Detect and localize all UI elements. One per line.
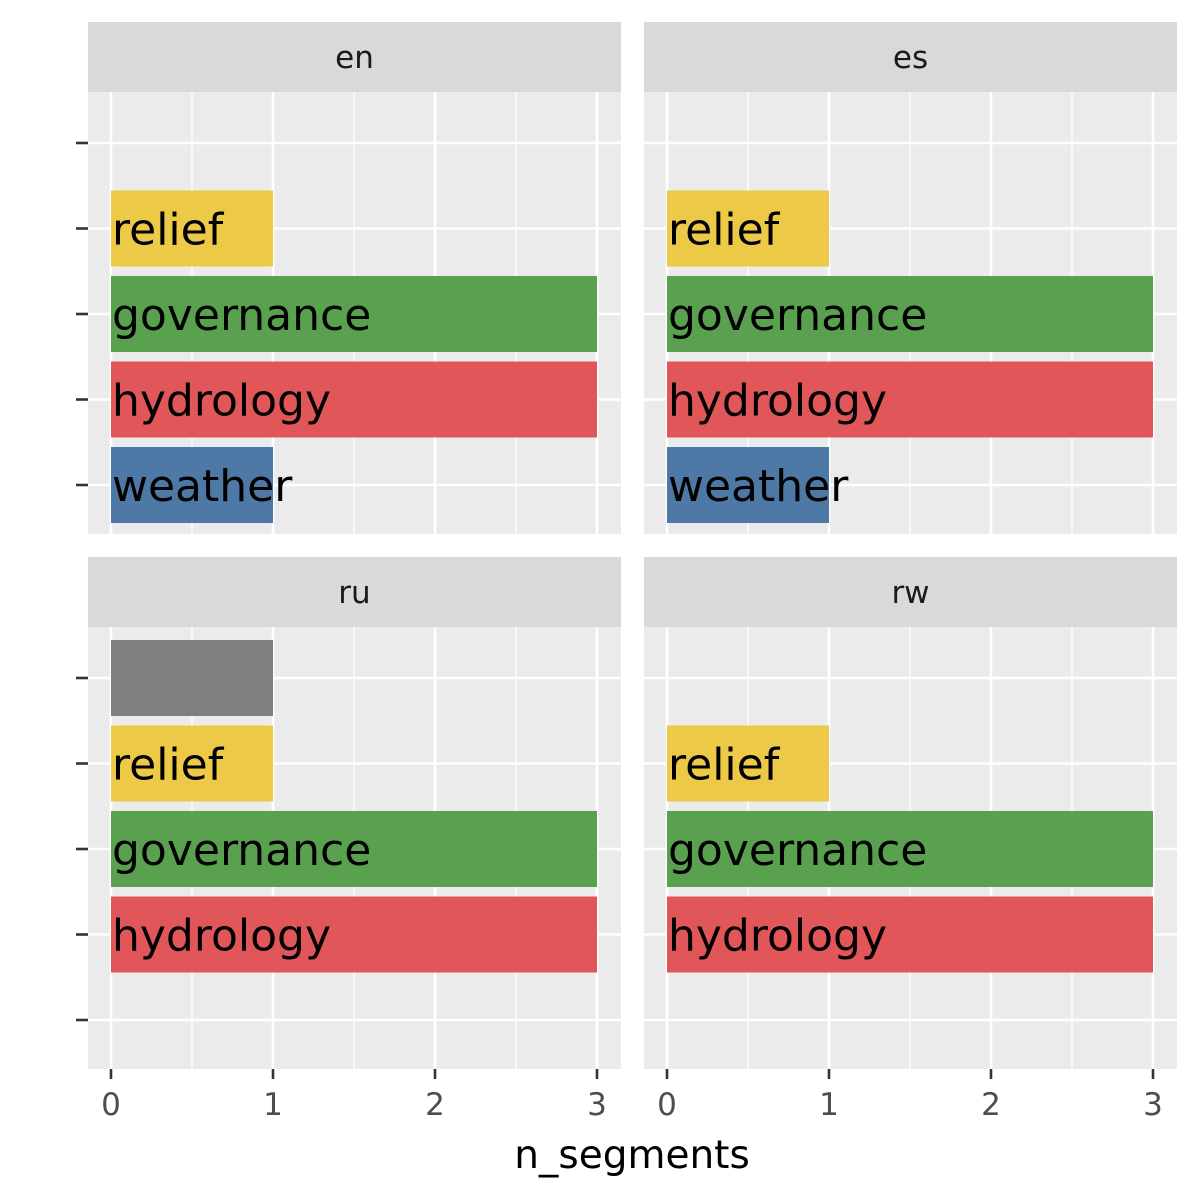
bar-governance [111, 811, 597, 887]
facet-strip [88, 22, 621, 92]
x-tick-label: 2 [425, 1087, 445, 1123]
bar-governance [667, 811, 1153, 887]
bar-label: governance [112, 825, 371, 876]
facet-rw: rw relief governance hydrology 0 1 2 3 [644, 557, 1177, 1123]
x-tick-label: 2 [981, 1087, 1001, 1123]
x-axis-title: n_segments [514, 1133, 750, 1178]
bar-label: hydrology [112, 911, 331, 962]
bar-hydrology [111, 361, 597, 438]
bar-label: hydrology [668, 376, 887, 427]
bar-relief [667, 190, 829, 267]
facet-strip [644, 557, 1177, 627]
facet-ru: ru relief governance hydrology 0 1 2 3 [76, 557, 621, 1123]
bar-weather [667, 447, 829, 523]
bar-governance [111, 276, 597, 352]
bar-hydrology [667, 896, 1153, 973]
bar-label: relief [112, 205, 225, 256]
facet-strip-label: ru [338, 575, 370, 611]
bar-label: relief [112, 740, 225, 791]
x-tick-label: 1 [263, 1087, 283, 1123]
facet-strip-label: en [335, 40, 374, 76]
bar-unlabeled [111, 640, 273, 716]
bar-relief [667, 725, 829, 802]
x-tick-label: 0 [657, 1087, 677, 1123]
x-tick-label: 0 [101, 1087, 121, 1123]
facet-strip-label: es [893, 40, 928, 76]
bar-label: hydrology [668, 911, 887, 962]
bar-label: governance [668, 825, 927, 876]
facet-panels: en relief governance hydrology weather es reli… [76, 22, 1177, 1123]
bar-label: governance [112, 290, 371, 341]
bar-hydrology [667, 361, 1153, 438]
facet-strip [644, 22, 1177, 92]
bar-label: governance [668, 290, 927, 341]
bar-label: hydrology [112, 376, 331, 427]
facet-en: en relief governance hydrology weather [76, 22, 621, 534]
facet-strip [88, 557, 621, 627]
x-tick-label: 3 [1143, 1087, 1163, 1123]
facet-es: es relief governance hydrology weather [644, 22, 1177, 534]
bar-label: relief [668, 205, 781, 256]
bar-governance [667, 276, 1153, 352]
bar-label: relief [668, 740, 781, 791]
bar-relief [111, 725, 273, 802]
x-tick-label: 1 [819, 1087, 839, 1123]
bar-label: weather [112, 461, 293, 512]
bar-relief [111, 190, 273, 267]
bar-weather [111, 447, 273, 523]
bar-label: weather [668, 461, 849, 512]
bar-hydrology [111, 896, 597, 973]
x-tick-label: 3 [587, 1087, 607, 1123]
facet-strip-label: rw [891, 575, 929, 611]
